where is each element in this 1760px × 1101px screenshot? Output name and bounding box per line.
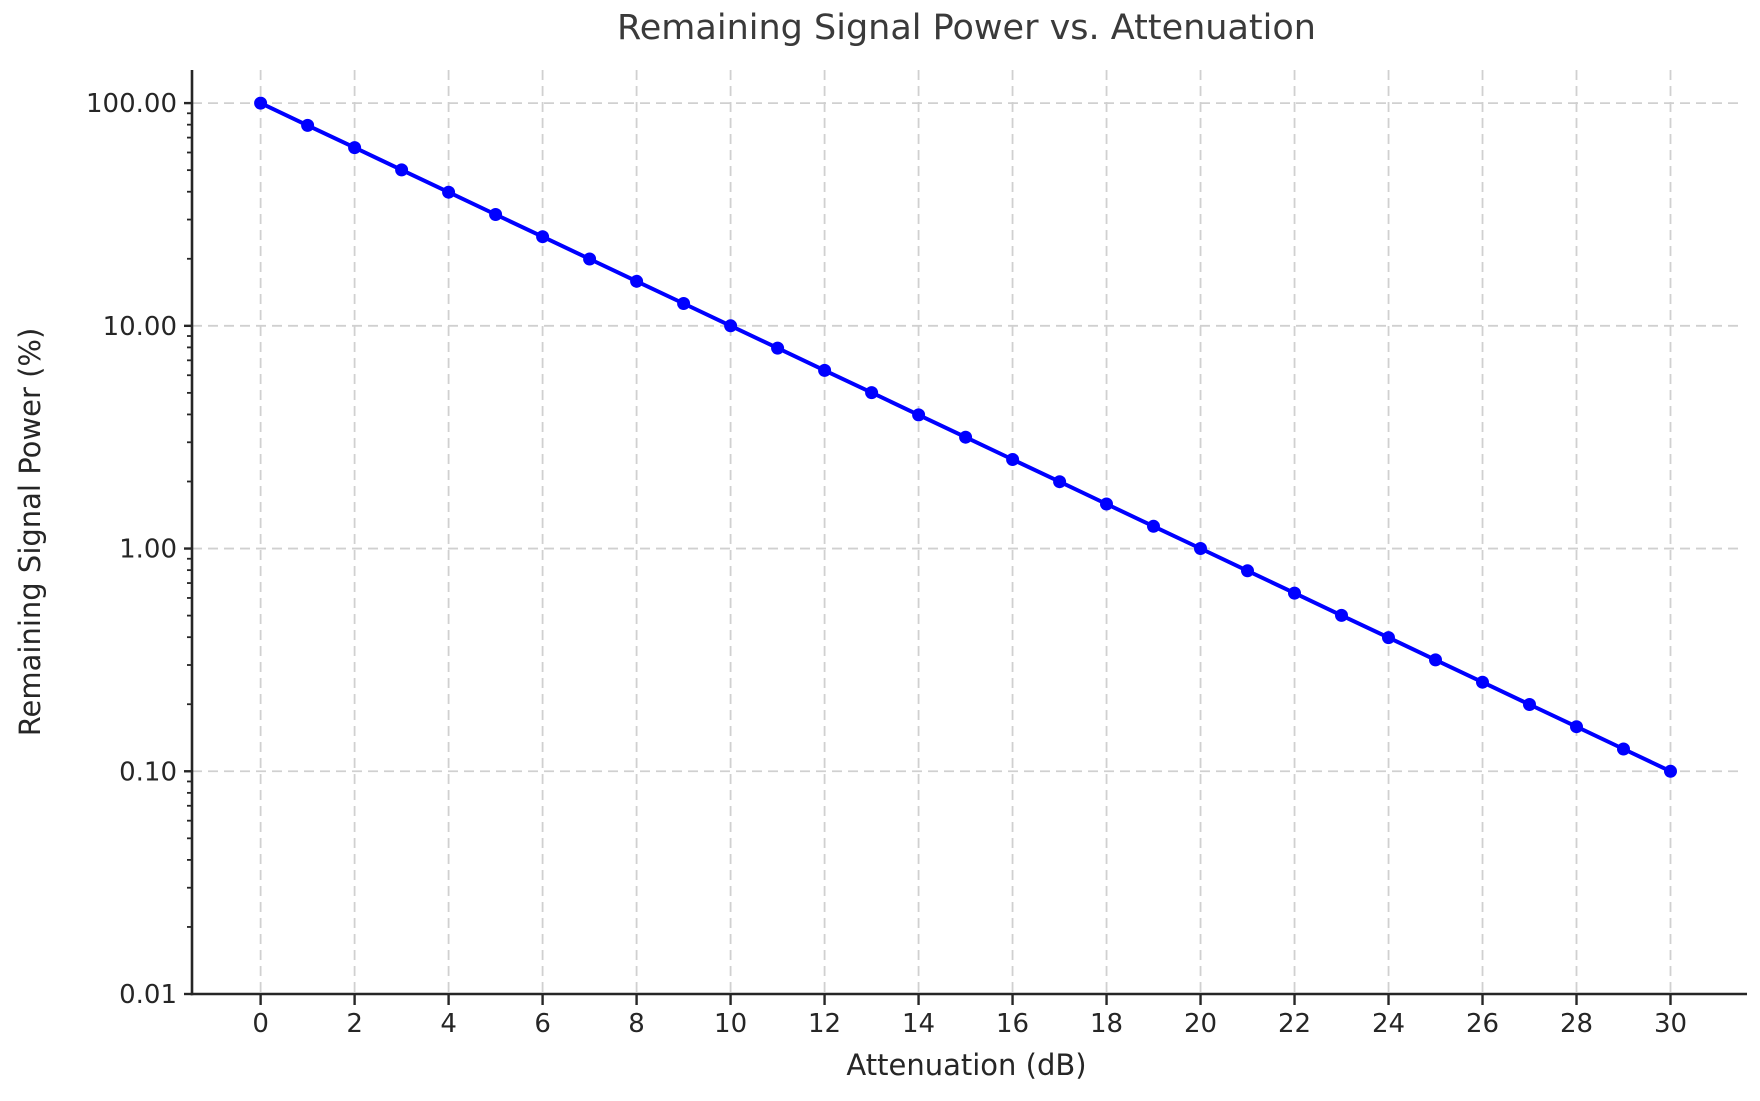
data-point-marker: [536, 230, 550, 244]
data-point-marker: [1617, 742, 1630, 756]
data-point-marker: [1100, 497, 1113, 511]
data-point-marker: [677, 297, 691, 310]
x-tick-label: 18: [1090, 1009, 1123, 1039]
x-tick-label: 26: [1466, 1009, 1499, 1039]
data-point-marker: [301, 118, 315, 132]
data-point-marker: [724, 319, 738, 333]
data-point-marker: [1006, 453, 1020, 466]
x-tick-label: 2: [346, 1009, 363, 1039]
x-tick-label: 28: [1560, 1009, 1593, 1039]
data-point-marker: [1335, 608, 1348, 622]
data-point-marker: [1288, 586, 1301, 600]
x-tick-label: 30: [1654, 1009, 1687, 1039]
data-point-marker: [1664, 764, 1677, 778]
x-axis-label: Attenuation (dB): [846, 1048, 1087, 1082]
data-point-marker: [1147, 519, 1160, 533]
data-point-marker: [959, 430, 973, 444]
data-point-marker: [1523, 698, 1536, 711]
x-tick-label: 22: [1278, 1009, 1311, 1039]
x-tick-label: 12: [808, 1009, 841, 1039]
x-tick-label: 16: [996, 1009, 1029, 1039]
data-point-marker: [583, 252, 597, 266]
data-point-marker: [254, 96, 268, 110]
data-point-marker: [818, 363, 832, 377]
x-tick-label: 20: [1184, 1009, 1217, 1039]
y-tick-label: 0.10: [119, 757, 177, 787]
data-point-marker: [1241, 564, 1254, 578]
data-point-marker: [442, 185, 456, 199]
chart-title: Remaining Signal Power vs. Attenuation: [617, 8, 1316, 48]
data-point-marker: [771, 341, 785, 355]
data-point-marker: [1476, 675, 1489, 689]
y-tick-label: 10.00: [103, 312, 177, 342]
x-tick-label: 4: [440, 1009, 457, 1039]
y-tick-label: 0.01: [119, 980, 177, 1010]
x-tick-label: 10: [714, 1009, 747, 1039]
data-point-marker: [1382, 631, 1395, 645]
data-point-marker: [489, 208, 503, 221]
x-tick-label: 0: [252, 1009, 269, 1039]
data-point-marker: [395, 163, 409, 177]
x-tick-label: 14: [902, 1009, 935, 1039]
data-point-marker: [1570, 720, 1583, 734]
x-tick-label: 8: [628, 1009, 645, 1039]
data-point-marker: [865, 386, 879, 400]
data-point-marker: [912, 408, 926, 422]
data-point-marker: [348, 141, 362, 155]
y-axis-label: Remaining Signal Power (%): [13, 327, 47, 737]
data-point-marker: [1194, 542, 1207, 555]
data-point-marker: [1053, 475, 1067, 489]
y-tick-label: 1.00: [119, 535, 177, 565]
data-point-marker: [1429, 653, 1442, 667]
x-tick-label: 24: [1372, 1009, 1405, 1039]
x-tick-label: 6: [534, 1009, 551, 1039]
y-tick-label: 100.00: [86, 89, 177, 119]
data-point-marker: [630, 274, 644, 288]
